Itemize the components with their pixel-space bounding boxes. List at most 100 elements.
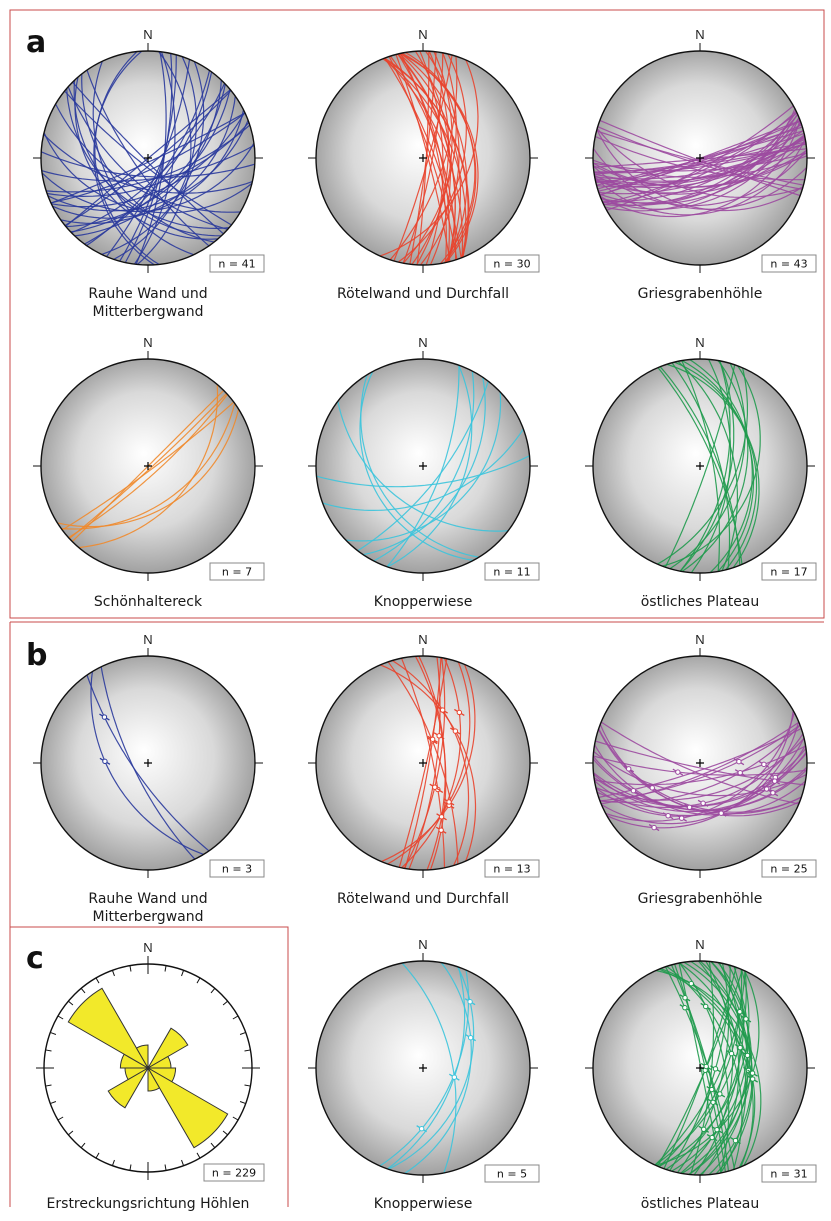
count-label: n = 11 xyxy=(493,566,530,579)
great-circle xyxy=(387,661,471,865)
great-circle xyxy=(657,367,749,565)
slip-point xyxy=(436,733,442,739)
great-circle xyxy=(94,51,160,265)
slip-point xyxy=(451,1074,458,1080)
site-label: Rauhe Wand und xyxy=(88,891,207,907)
stereonet-10: Nn = 5 Knopperwiese xyxy=(308,937,540,1212)
panel-letter-b: b xyxy=(26,638,47,673)
great-circle xyxy=(78,384,219,549)
rose-tick xyxy=(95,1152,100,1159)
great-circle xyxy=(70,83,226,233)
slip-point xyxy=(452,728,459,734)
great-circle xyxy=(90,671,204,855)
count-box xyxy=(484,1164,540,1183)
rose-sector xyxy=(107,1066,150,1109)
great-circles xyxy=(379,51,479,265)
stereonet-7: Nn = 3 Rauhe Wand und Mitterbergwand xyxy=(33,632,265,925)
great-circles xyxy=(654,961,762,1175)
site-label: östliches Plateau xyxy=(641,1196,760,1212)
great-circle xyxy=(693,961,734,1175)
slip-point xyxy=(737,1009,743,1015)
great-circle xyxy=(593,751,807,797)
north-label: N xyxy=(418,27,427,42)
great-circle xyxy=(654,970,746,1166)
great-circle xyxy=(106,59,191,257)
centre-cross xyxy=(144,462,152,470)
count-box xyxy=(209,562,265,581)
great-circles xyxy=(593,710,807,832)
great-circles xyxy=(593,105,807,218)
stereonet-8: Nn = 13 Rötelwand und Durchfall xyxy=(308,632,540,907)
great-circle xyxy=(419,51,444,265)
great-circle xyxy=(69,392,228,540)
great-circle xyxy=(322,428,524,511)
great-circle xyxy=(86,70,211,246)
slip-point xyxy=(714,1126,720,1133)
great-circle xyxy=(389,55,457,260)
slip-point xyxy=(770,790,776,796)
rose-tick xyxy=(239,1101,246,1105)
great-circles xyxy=(86,666,210,860)
rose-tick xyxy=(50,1101,57,1105)
rose-tick xyxy=(57,1116,64,1121)
great-circle xyxy=(671,964,749,1172)
panel-frame-b xyxy=(9,621,824,1207)
stereonet-6: Nn = 17 östliches Plateau xyxy=(585,335,817,610)
slip-point xyxy=(630,788,637,794)
rose-diagram: Nn = 229 Erstreckungsrichtung Höhlen xyxy=(36,940,265,1212)
great-circle xyxy=(598,123,802,195)
count-box xyxy=(209,859,265,878)
centre-cross xyxy=(419,1064,427,1072)
count-label: n = 13 xyxy=(493,863,530,876)
great-circle xyxy=(600,721,800,805)
slip-point xyxy=(700,800,706,806)
site-label: Knopperwiese xyxy=(374,594,473,610)
site-label: Rauhe Wand und xyxy=(88,286,207,302)
great-circle xyxy=(81,73,215,243)
great-circle xyxy=(681,360,721,572)
rose-tick xyxy=(196,1152,201,1159)
great-circle xyxy=(100,666,196,860)
slip-point xyxy=(736,758,742,765)
slip-point xyxy=(703,1063,709,1070)
panel-letter-c: c xyxy=(26,941,44,976)
rose-tick xyxy=(111,970,115,977)
great-circle xyxy=(400,52,468,263)
rose-tick xyxy=(239,1031,246,1035)
great-circle xyxy=(379,970,470,1167)
great-circles xyxy=(380,656,477,870)
count-label: n = 30 xyxy=(493,258,530,271)
great-circles xyxy=(316,364,530,568)
slip-point xyxy=(456,709,463,716)
rose-tick xyxy=(80,1142,86,1148)
centre-cross xyxy=(144,759,152,767)
slip-point xyxy=(651,824,657,831)
slip-point xyxy=(446,799,452,805)
count-box xyxy=(203,1163,265,1182)
north-label: N xyxy=(695,937,704,952)
great-circle xyxy=(380,664,477,862)
great-circle xyxy=(93,51,155,265)
slip-point xyxy=(737,769,743,776)
great-circle xyxy=(690,359,732,573)
slip-point xyxy=(688,980,694,987)
count-box xyxy=(484,562,540,581)
rose-sector xyxy=(147,1066,161,1092)
rose-tick xyxy=(196,977,201,984)
great-circles xyxy=(379,962,477,1174)
great-circle xyxy=(397,53,456,263)
count-label: n = 25 xyxy=(770,863,807,876)
great-circle xyxy=(395,54,451,262)
great-circle xyxy=(595,740,805,786)
great-circle xyxy=(679,360,731,572)
count-label: n = 31 xyxy=(770,1168,807,1181)
slip-point xyxy=(439,707,446,713)
slip-point xyxy=(732,1137,739,1144)
slip-point xyxy=(101,714,108,720)
centre-cross xyxy=(144,154,152,162)
rose-sector xyxy=(146,1066,229,1149)
slip-point xyxy=(772,778,778,784)
stereonet-4: Nn = 7 Schönhaltereck xyxy=(33,335,265,610)
count-box xyxy=(761,254,817,273)
count-box xyxy=(761,1164,817,1183)
